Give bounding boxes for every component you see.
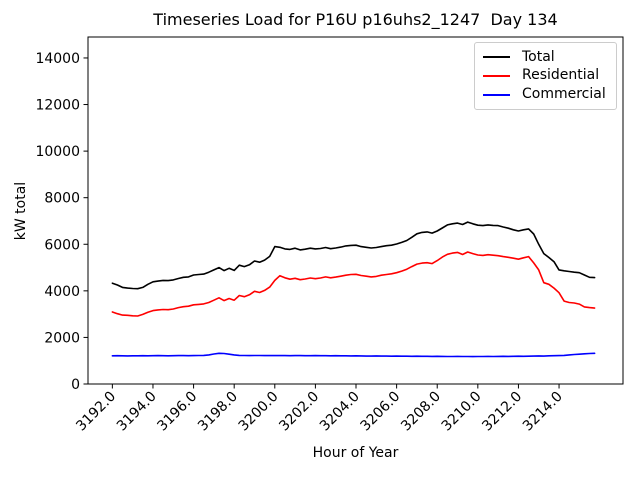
x-tick-label: 3210.0	[439, 389, 485, 435]
x-tick-label: 3208.0	[398, 389, 444, 435]
legend-item-total: Total	[483, 49, 608, 66]
y-axis: 0 2000 4000 6000 8000 10000 12000 14000	[35, 51, 88, 393]
y-tick-label: 14000	[35, 51, 80, 67]
series-residential-line	[111, 251, 596, 317]
legend-label-total: Total	[522, 48, 555, 65]
y-tick-label: 12000	[35, 98, 80, 114]
y-tick-label: 6000	[44, 237, 80, 253]
y-tick-label: 4000	[44, 284, 80, 300]
x-tick-label: 3198.0	[195, 389, 241, 435]
x-tick-label: 3194.0	[114, 389, 160, 435]
legend-item-commercial: Commercial	[483, 86, 608, 103]
y-tick-label: 10000	[35, 144, 80, 160]
x-tick-label: 3196.0	[154, 389, 200, 435]
x-axis-label: Hour of Year	[312, 445, 399, 461]
x-tick-label: 3214.0	[520, 389, 566, 435]
x-axis: 3192.03194.03196.03198.03200.03202.03204…	[73, 384, 566, 434]
y-tick-label: 0	[71, 377, 80, 393]
legend-line-commercial-icon	[483, 93, 510, 96]
plot-spines	[87, 36, 624, 385]
x-tick-label: 3202.0	[276, 389, 322, 435]
x-tick-label: 3204.0	[317, 389, 363, 435]
legend-line-residential-icon	[483, 74, 510, 77]
x-tick-label: 3200.0	[236, 389, 282, 435]
series-total-line	[111, 221, 596, 290]
legend-label-residential: Residential	[522, 67, 600, 84]
legend-line-total-icon	[483, 56, 510, 59]
y-axis-label: kW total	[13, 181, 29, 241]
x-tick-label: 3206.0	[357, 389, 403, 435]
y-tick-label: 8000	[44, 191, 80, 207]
legend-item-residential: Residential	[483, 67, 608, 84]
y-tick-label: 2000	[44, 330, 80, 346]
chart-title: Timeseries Load for P16U p16uhs2_1247 Da…	[153, 10, 558, 29]
legend-label-commercial: Commercial	[522, 86, 606, 103]
legend: Total Residential Commercial	[474, 42, 617, 110]
x-tick-label: 3212.0	[479, 389, 525, 435]
series-commercial-line	[111, 352, 596, 358]
x-tick-label: 3192.0	[73, 389, 119, 435]
